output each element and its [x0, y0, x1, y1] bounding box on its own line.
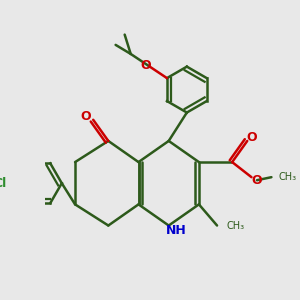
Text: O: O [247, 131, 257, 144]
Text: O: O [140, 59, 151, 72]
Text: CH₃: CH₃ [226, 220, 244, 230]
Text: O: O [252, 174, 262, 187]
Text: NH: NH [166, 224, 186, 237]
Text: Cl: Cl [0, 177, 6, 190]
Text: CH₃: CH₃ [279, 172, 297, 182]
Text: O: O [81, 110, 91, 123]
